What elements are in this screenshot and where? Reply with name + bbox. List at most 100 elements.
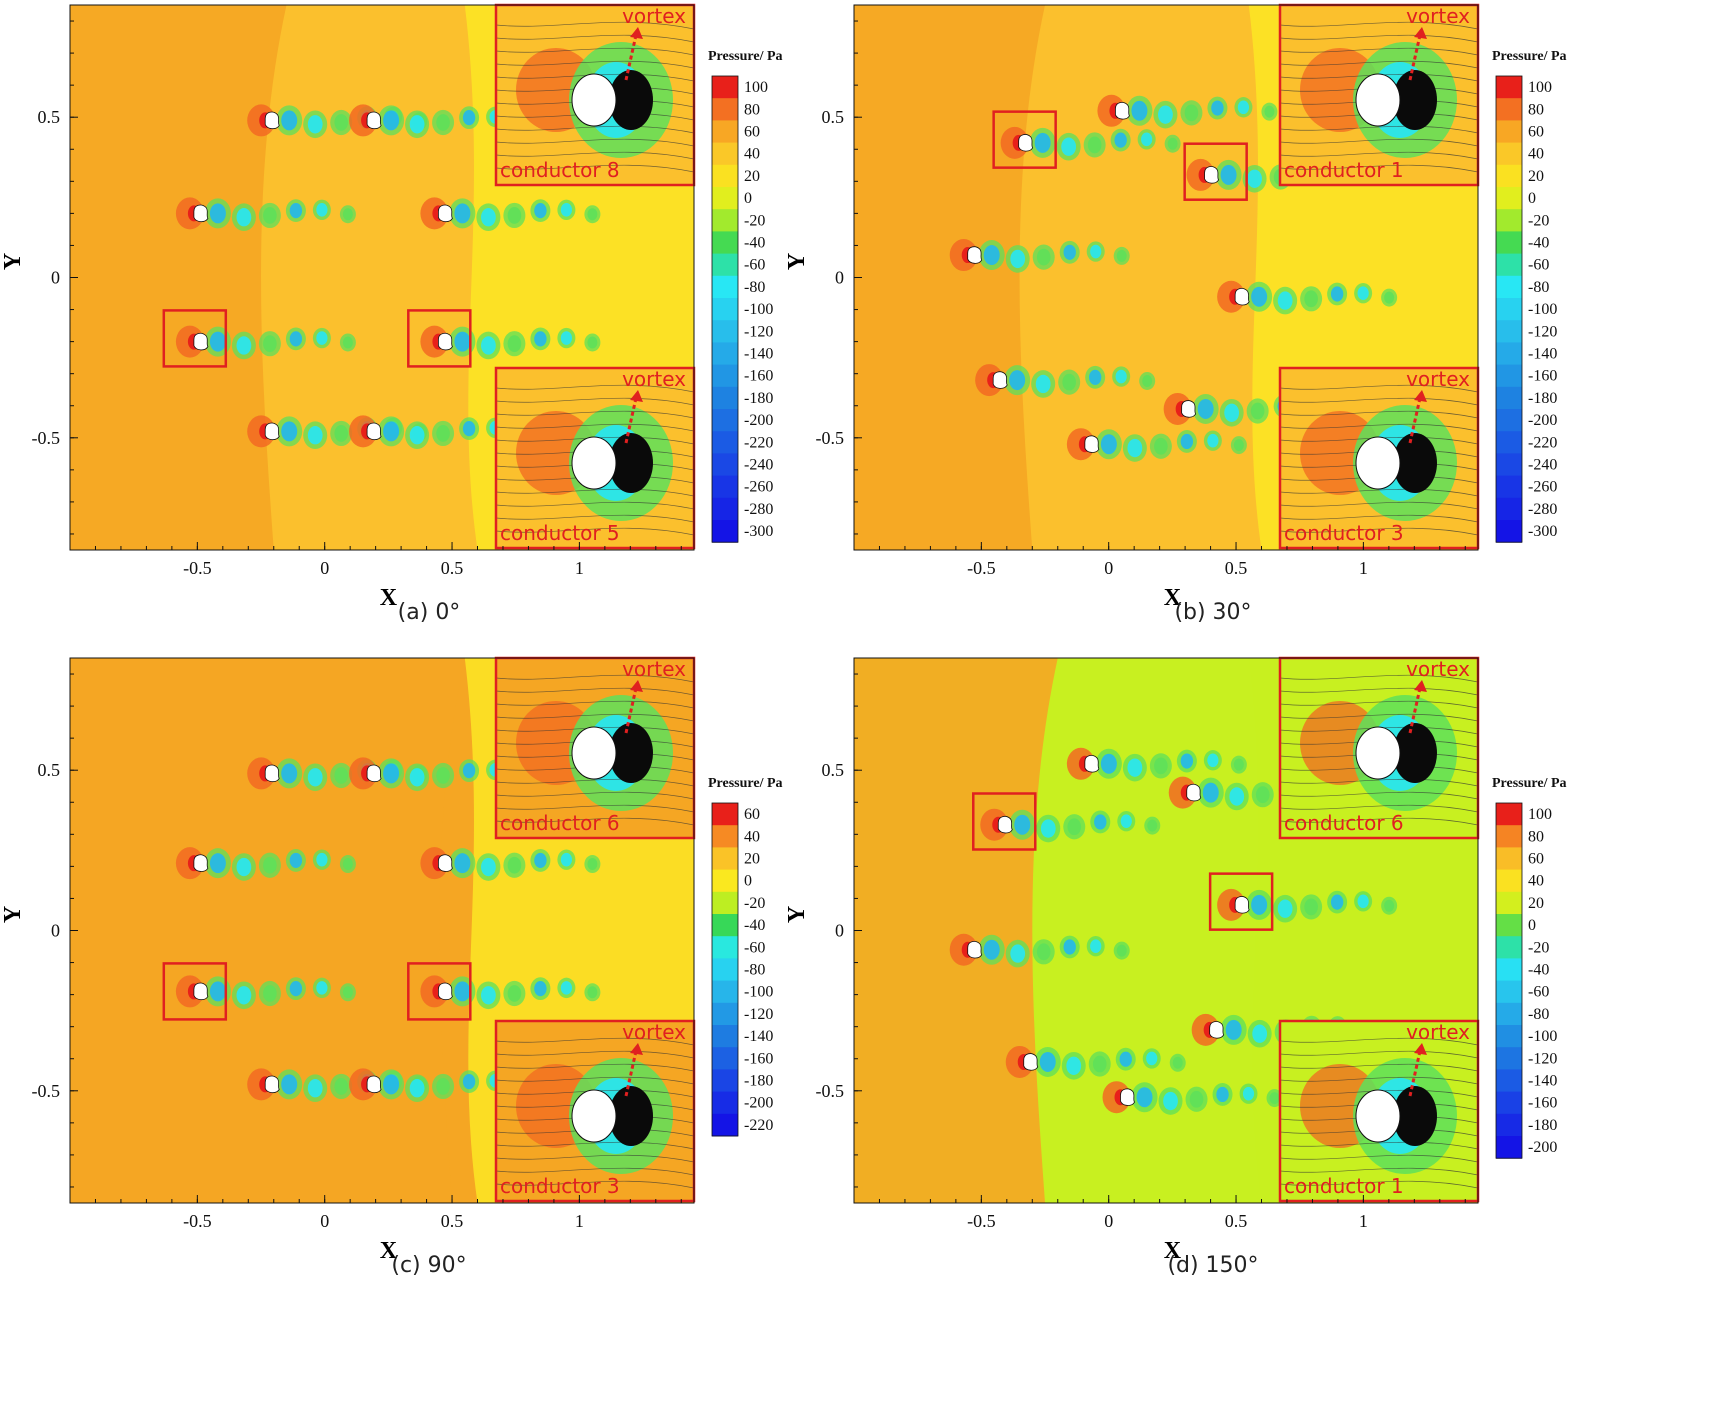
wake-vortex (383, 1074, 400, 1095)
colorbar-tick-label: 100 (1528, 806, 1552, 823)
colorbar-tick-label: -80 (1528, 1006, 1549, 1023)
colorbar-segment (712, 320, 738, 343)
contour-plot: vortex conductor 8 vortex conductor 5 -0.5 0 0… (0, 3, 783, 611)
wake-vortex (236, 336, 252, 355)
wake-vortex (1233, 439, 1244, 452)
streamline (495, 138, 695, 147)
wake-vortex (209, 981, 226, 1002)
wake-vortex (289, 203, 303, 219)
wake-vortex (281, 421, 298, 442)
wake-vortex (316, 852, 328, 867)
colorbar-segment (1496, 891, 1522, 915)
streamline (495, 1037, 695, 1046)
wake-vortex (342, 858, 353, 871)
vortex-arrow (1408, 1050, 1422, 1097)
colorbar-tick-label: 60 (1528, 124, 1544, 141)
streamline (1279, 778, 1479, 787)
wake-vortex (1237, 100, 1250, 115)
streamline (1279, 791, 1479, 800)
colorbar-tick-label: -40 (744, 917, 765, 934)
colorbar-segment (1496, 431, 1522, 454)
colorbar-segment (1496, 803, 1522, 826)
colorbar-segment (1496, 958, 1522, 982)
x-tick-label: 0.5 (441, 558, 464, 578)
colorbar-tick-label: 100 (744, 79, 768, 96)
vortex-arrow (1408, 687, 1422, 734)
streamline (495, 514, 695, 523)
wake-vortex (1384, 291, 1395, 304)
colorbar-tick-label: -180 (744, 1073, 773, 1090)
colorbar-segment (712, 431, 738, 454)
colorbar-segment (1496, 914, 1522, 937)
inset-conductor (571, 436, 617, 490)
wake-vortex (316, 981, 328, 995)
panel-caption: (a) 0° (397, 600, 461, 625)
colorbar-frame (711, 75, 739, 543)
highlight-box (162, 309, 228, 368)
conductor (264, 422, 280, 441)
y-tick-label: -0.5 (816, 1081, 845, 1101)
streamline (495, 674, 695, 683)
colorbar-segment (712, 520, 738, 543)
colorbar-frame (711, 802, 739, 1137)
colorbar-tick-label: -20 (744, 895, 765, 912)
wake-vortex (481, 336, 496, 355)
colorbar-segment (1496, 1047, 1522, 1070)
wake-vortex (1233, 758, 1244, 771)
streamline (1279, 501, 1479, 510)
wake-vortex (1142, 374, 1153, 387)
y-tick-label: 0 (51, 268, 60, 288)
streamline (495, 1076, 695, 1085)
vortex-arrow (624, 1050, 638, 1097)
wake-vortex (1009, 370, 1026, 391)
wake-vortex (1163, 1091, 1178, 1111)
colorbar-segment (712, 475, 738, 499)
wake-vortex (263, 856, 277, 874)
streamline (1279, 1063, 1479, 1072)
inset-conductor (1355, 1089, 1401, 1143)
wake-vortex (1039, 1051, 1056, 1072)
colorbar-tick-label: -200 (1528, 412, 1557, 429)
wake-vortex (1304, 898, 1318, 916)
wake-vortex (481, 857, 496, 877)
streamline (1279, 21, 1479, 30)
x-tick-label: 1 (1359, 1211, 1368, 1231)
colorbar-tick-label: -300 (1528, 523, 1557, 540)
streamline (1279, 817, 1479, 826)
colorbar-segment (1496, 1025, 1522, 1048)
x-tick-label: 1 (575, 1211, 584, 1231)
panel-1: vortex conductor 8 vortex conductor 5 -0.5 0 0… (0, 0, 858, 705)
wake-vortex (1251, 894, 1268, 915)
conductor (1023, 1053, 1039, 1071)
x-tick-label: -0.5 (183, 558, 212, 578)
streamline (1279, 514, 1479, 523)
conductor-label: conductor 1 (1284, 158, 1404, 182)
conductor-label: conductor 8 (500, 158, 620, 182)
wake-vortex (1090, 939, 1102, 954)
colorbar-tick-label: -120 (1528, 1050, 1557, 1067)
upstream-region (854, 658, 1058, 1203)
streamline (1279, 1037, 1479, 1046)
wake-vortex (454, 331, 471, 352)
wake-vortex (1116, 944, 1127, 957)
streamline (1279, 125, 1479, 134)
wake-vortex (236, 986, 252, 1005)
streamline (495, 791, 695, 800)
colorbar-segment (1496, 298, 1522, 321)
wake-vortex (1154, 437, 1168, 455)
colorbar-tick-label: -280 (1528, 501, 1557, 518)
streamline (495, 804, 695, 813)
colorbar-segment (712, 453, 738, 477)
conductor (438, 854, 453, 872)
colorbar-title: Pressure/ Pa (1492, 776, 1567, 791)
conductor (1209, 1021, 1225, 1039)
colorbar-tick-label: -80 (744, 962, 765, 979)
wake-vortex (1269, 1092, 1280, 1105)
streamline (1279, 1076, 1479, 1085)
wake-vortex (342, 336, 353, 349)
conductor (264, 1075, 280, 1094)
colorbar-tick-label: -80 (1528, 279, 1549, 296)
wake-vortex (1357, 894, 1369, 909)
colorbar-segment (1496, 1069, 1522, 1093)
contour-plot: vortex conductor 1 vortex conductor 3 -0.5 0 0… (784, 3, 1567, 611)
